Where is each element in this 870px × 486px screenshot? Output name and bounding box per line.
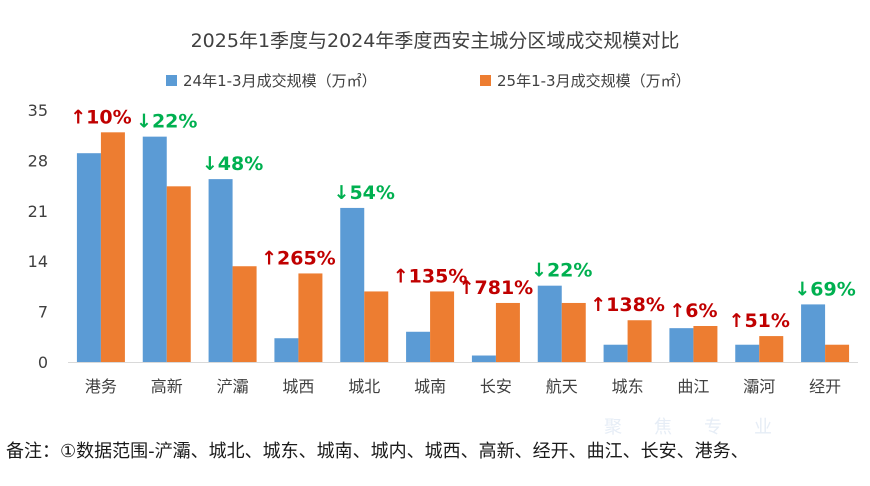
y-tick-label-0: 0 [38,353,48,372]
x-tick-label-4: 城北 [348,377,380,396]
bar-s1-1 [166,186,191,362]
bar-s0-9 [669,328,694,362]
y-tick-label-1: 7 [38,303,48,322]
y-tick-label-5: 35 [28,101,48,120]
y-tick-label-4: 28 [28,151,48,170]
legend-label-2024: 24年1-3月成交规模（万㎡） [183,72,377,90]
bar-s0-1 [142,136,167,362]
x-tick-label-10: 灞河 [743,377,775,396]
x-tick-label-2: 浐灞 [217,377,249,396]
change-label-1: ↓22% [136,111,197,133]
x-tick-label-8: 城东 [612,377,644,396]
footnote: 备注：①数据范围-浐灞、城北、城东、城南、城内、城西、高新、经开、曲江、长安、港… [6,441,749,462]
legend-item-2025: 25年1-3月成交规模（万㎡） [480,70,691,91]
chart-legend: 24年1-3月成交规模（万㎡） 25年1-3月成交规模（万㎡） [0,70,870,92]
x-tick-label-5: 城南 [414,377,446,396]
change-label-6: ↑781% [459,277,534,299]
bar-s0-10 [735,344,760,362]
watermark: 聚焦专业 [604,417,804,438]
legend-label-2025: 25年1-3月成交规模（万㎡） [497,72,691,90]
y-tick-label-2: 14 [28,252,48,271]
x-tick-label-0: 港务 [85,377,117,396]
change-label-11: ↓69% [794,278,855,300]
change-label-4: ↓54% [334,182,395,204]
bar-s1-10 [759,336,784,362]
bar-s0-6 [471,355,496,362]
bar-s0-4 [340,207,365,362]
change-label-7: ↓22% [531,260,592,282]
bar-s1-11 [825,344,850,362]
chart-title: 2025年1季度与2024年季度西安主城分区域成交规模对比 [190,30,680,52]
change-label-3: ↑265% [261,247,336,269]
legend-item-2024: 24年1-3月成交规模（万㎡） [166,70,377,91]
bar-s1-9 [693,326,718,362]
change-label-2: ↓48% [202,153,263,175]
bar-s1-2 [232,266,257,362]
legend-swatch-2025 [480,75,491,86]
bar-s1-8 [627,320,652,362]
change-label-0: ↑10% [70,106,131,128]
bar-s0-0 [76,153,101,362]
x-tick-label-11: 经开 [809,377,841,396]
bar-s1-3 [298,273,323,362]
bar-s1-7 [561,302,586,362]
bar-s0-2 [208,179,233,362]
bar-s0-11 [801,304,826,362]
change-label-8: ↑138% [590,294,665,316]
bar-s0-8 [603,344,628,362]
bar-s1-6 [495,302,520,362]
bar-s0-3 [274,338,299,362]
legend-swatch-2024 [166,75,177,86]
bar-s1-5 [430,291,455,362]
x-tick-label-1: 高新 [151,377,183,396]
bar-s1-4 [364,291,389,362]
change-label-9: ↑6% [669,300,717,322]
bar-s0-5 [406,331,431,362]
x-tick-label-3: 城西 [282,377,314,396]
bar-s1-0 [100,132,125,362]
x-tick-label-7: 航天 [546,377,578,396]
x-tick-label-9: 曲江 [677,377,709,396]
y-tick-label-3: 21 [28,202,48,221]
bar-s0-7 [537,285,562,362]
change-label-5: ↑135% [393,265,468,287]
change-label-10: ↑51% [729,310,790,332]
x-tick-label-6: 长安 [480,377,512,396]
